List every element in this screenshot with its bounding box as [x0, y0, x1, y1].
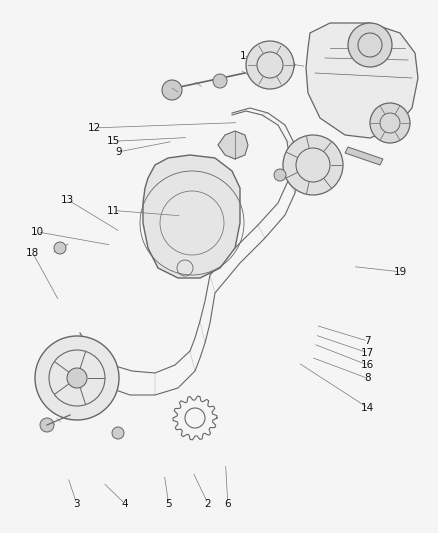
- Text: 9: 9: [115, 147, 122, 157]
- Text: 3: 3: [73, 499, 80, 508]
- Circle shape: [370, 103, 410, 143]
- Text: 5: 5: [165, 499, 172, 508]
- Text: 11: 11: [107, 206, 120, 215]
- Circle shape: [67, 368, 87, 388]
- Text: 6: 6: [224, 499, 231, 508]
- Circle shape: [54, 242, 66, 254]
- Circle shape: [35, 336, 119, 420]
- Polygon shape: [345, 147, 383, 165]
- Text: 18: 18: [26, 248, 39, 258]
- Polygon shape: [218, 131, 248, 159]
- Polygon shape: [143, 155, 240, 278]
- Circle shape: [348, 23, 392, 67]
- Circle shape: [246, 41, 294, 89]
- Text: 15: 15: [107, 136, 120, 146]
- Circle shape: [112, 427, 124, 439]
- Polygon shape: [306, 23, 418, 138]
- Text: 2: 2: [205, 499, 212, 508]
- Text: 8: 8: [364, 374, 371, 383]
- Text: 1: 1: [240, 51, 247, 61]
- Text: 16: 16: [361, 360, 374, 370]
- Text: 4: 4: [121, 499, 128, 508]
- Text: 14: 14: [361, 403, 374, 413]
- Text: 10: 10: [31, 227, 44, 237]
- Text: 12: 12: [88, 123, 101, 133]
- Circle shape: [213, 74, 227, 88]
- Circle shape: [40, 418, 54, 432]
- Circle shape: [283, 135, 343, 195]
- Circle shape: [274, 169, 286, 181]
- Text: 17: 17: [361, 348, 374, 358]
- Text: 13: 13: [61, 195, 74, 205]
- Circle shape: [162, 80, 182, 100]
- Text: 7: 7: [364, 336, 371, 346]
- Text: 19: 19: [394, 267, 407, 277]
- Polygon shape: [250, 50, 295, 80]
